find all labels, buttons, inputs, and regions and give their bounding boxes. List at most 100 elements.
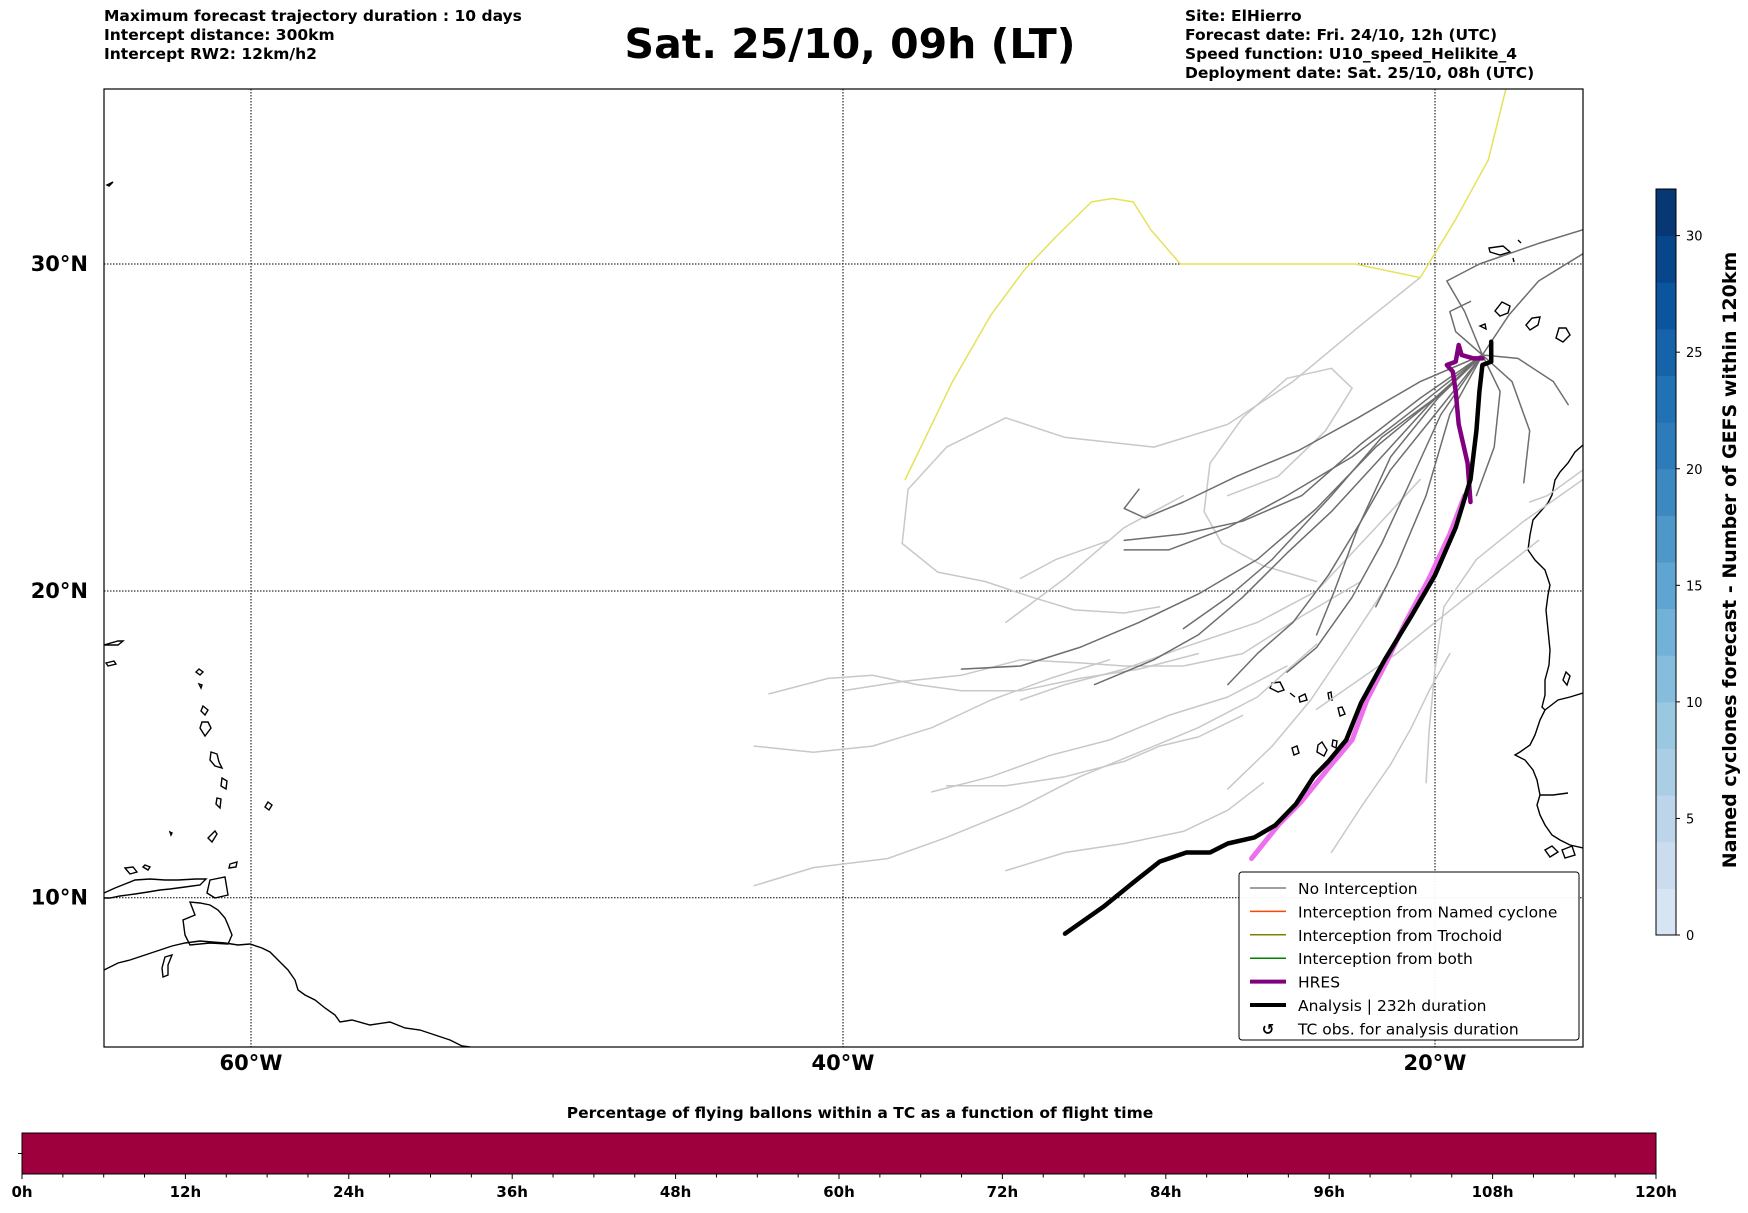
faded-trajectory bbox=[753, 643, 1318, 887]
time-bar-tick-label: 108h bbox=[1472, 1183, 1514, 1201]
map-frame bbox=[103, 88, 1584, 1048]
colorbar-band bbox=[1656, 562, 1676, 610]
time-bar-tick-label: 0h bbox=[11, 1183, 32, 1201]
faded-trajectory bbox=[1019, 478, 1421, 701]
faded-trajectory bbox=[1019, 539, 1111, 580]
legend-label: Analysis | 232h duration bbox=[1298, 997, 1487, 1015]
coastline-canary-islands bbox=[1478, 239, 1571, 343]
colorbar-band bbox=[1656, 282, 1676, 330]
no-interception-trajectory bbox=[1123, 354, 1484, 551]
intercept-distance-text: Intercept distance: 300km bbox=[104, 26, 335, 44]
no-interception-trajectory bbox=[1123, 354, 1484, 542]
coastline-venezuela-north bbox=[104, 878, 208, 899]
legend-box bbox=[1238, 871, 1580, 1041]
legend-label: TC obs. for analysis duration bbox=[1297, 1020, 1519, 1038]
longitude-ticks: 60°W 40°W 20°W bbox=[220, 1051, 1467, 1075]
faded-trajectory bbox=[768, 652, 1199, 695]
time-bar-tick-label: 24h bbox=[333, 1183, 365, 1201]
latitude-ticks: 30°N 20°N 10°N bbox=[31, 252, 88, 910]
faded-trajectory bbox=[1005, 494, 1185, 624]
no-interception-trajectory bbox=[1446, 228, 1583, 356]
colorbar-tick-label: 5 bbox=[1686, 812, 1694, 827]
no-interception-trajectory bbox=[1481, 354, 1531, 484]
coastline-south-america bbox=[104, 940, 471, 1047]
legend-label: Interception from Trochoid bbox=[1298, 927, 1502, 945]
faded-trajectory bbox=[945, 714, 1244, 787]
analysis-pink-trajectory bbox=[1249, 493, 1468, 862]
faded-trajectory bbox=[1425, 478, 1583, 784]
colorbar-tick-label: 25 bbox=[1686, 346, 1703, 361]
colorbar-band bbox=[1656, 748, 1676, 796]
faded-trajectory bbox=[1005, 782, 1265, 872]
faded-trajectory bbox=[931, 665, 1288, 793]
no-interception-trajectory bbox=[1123, 354, 1484, 519]
deployment-date-text: Deployment date: Sat. 25/10, 08h (UTC) bbox=[1185, 64, 1535, 82]
coastline-south-america-delta bbox=[182, 901, 233, 946]
time-bar-tick-label: 12h bbox=[170, 1183, 202, 1201]
colorbar: 0 5 10 15 20 25 30 bbox=[1655, 188, 1703, 944]
time-bar-tick-label: 36h bbox=[496, 1183, 528, 1201]
faded-trajectory bbox=[1528, 469, 1583, 503]
colorbar-band bbox=[1656, 422, 1676, 470]
time-bar-title: Percentage of flying ballons within a TC… bbox=[566, 1104, 1154, 1122]
legend-label: No Interception bbox=[1298, 880, 1418, 898]
no-interception-trajectory bbox=[1375, 354, 1484, 608]
run-parameters: Maximum forecast trajectory duration : 1… bbox=[104, 7, 522, 64]
colorbar-band bbox=[1656, 189, 1676, 237]
speed-function-text: Speed function: U10_speed_Helikite_4 bbox=[1185, 45, 1518, 63]
colorbar-tick-label: 15 bbox=[1686, 579, 1703, 594]
colorbar-band bbox=[1656, 701, 1676, 749]
legend-label: HRES bbox=[1298, 974, 1340, 992]
colorbar-band bbox=[1656, 468, 1676, 516]
trajectories bbox=[753, 89, 1583, 936]
colorbar-band bbox=[1656, 888, 1676, 936]
coastline-trinidad bbox=[206, 876, 229, 899]
max-duration-text: Maximum forecast trajectory duration : 1… bbox=[104, 7, 522, 25]
colorbar-band bbox=[1656, 515, 1676, 563]
colorbar-band bbox=[1656, 608, 1676, 656]
colorbar-band bbox=[1656, 655, 1676, 703]
coastlines bbox=[104, 181, 1583, 1047]
analysis-trajectory bbox=[1062, 339, 1494, 936]
intercept-rw2-text: Intercept RW2: 12km/h2 bbox=[104, 45, 317, 63]
longitude-tick-label: 20°W bbox=[1404, 1051, 1467, 1075]
no-interception-trajectory bbox=[1286, 354, 1484, 673]
no-interception-trajectory bbox=[1475, 354, 1501, 497]
no-interception-trajectory bbox=[1093, 354, 1484, 686]
faded-trajectory bbox=[842, 580, 1362, 692]
faded-trajectory bbox=[1203, 367, 1353, 583]
page-title: Sat. 25/10, 09h (LT) bbox=[624, 20, 1076, 68]
colorbar-tick-label: 0 bbox=[1686, 929, 1694, 944]
no-interception-trajectory bbox=[1481, 252, 1583, 356]
yellow-trajectory bbox=[904, 89, 1507, 481]
time-bar-tick-label: 84h bbox=[1150, 1183, 1182, 1201]
no-interception-trajectory bbox=[1481, 354, 1569, 406]
longitude-tick-label: 40°W bbox=[812, 1051, 875, 1075]
time-bar-tick-label: 120h bbox=[1635, 1183, 1677, 1201]
forecast-date-text: Forecast date: Fri. 24/10, 12h (UTC) bbox=[1185, 26, 1498, 44]
hres-trajectory bbox=[1444, 342, 1485, 505]
time-bar-tick-label: 96h bbox=[1313, 1183, 1345, 1201]
coastline-africa-islands bbox=[1543, 670, 1576, 859]
legend-label: Interception from both bbox=[1298, 950, 1473, 968]
no-interception-trajectory bbox=[1227, 354, 1484, 686]
colorbar-band bbox=[1656, 841, 1676, 889]
colorbar-tick-label: 10 bbox=[1686, 696, 1703, 711]
time-bar-tick-label: 60h bbox=[823, 1183, 855, 1201]
time-bar-fill bbox=[21, 1132, 1657, 1175]
latitude-tick-label: 10°N bbox=[31, 886, 88, 910]
site-text: Site: ElHierro bbox=[1185, 7, 1302, 25]
tc-obs-icon: ↺ bbox=[1262, 1020, 1275, 1038]
colorbar-title: Named cyclones forecast - Number of GEFS… bbox=[1719, 251, 1741, 869]
colorbar-tick-label: 20 bbox=[1686, 463, 1703, 478]
no-interception-trajectory bbox=[1315, 354, 1484, 636]
colorbar-band bbox=[1656, 375, 1676, 423]
no-interception-trajectory bbox=[1449, 300, 1484, 356]
coastline-bermuda bbox=[105, 181, 114, 187]
coastline-cape-verde bbox=[1269, 681, 1346, 757]
latitude-tick-label: 30°N bbox=[31, 252, 88, 276]
colorbar-band bbox=[1656, 235, 1676, 283]
faded-trajectory bbox=[1315, 539, 1540, 711]
site-parameters: Site: ElHierro Forecast date: Fri. 24/10… bbox=[1185, 7, 1534, 83]
